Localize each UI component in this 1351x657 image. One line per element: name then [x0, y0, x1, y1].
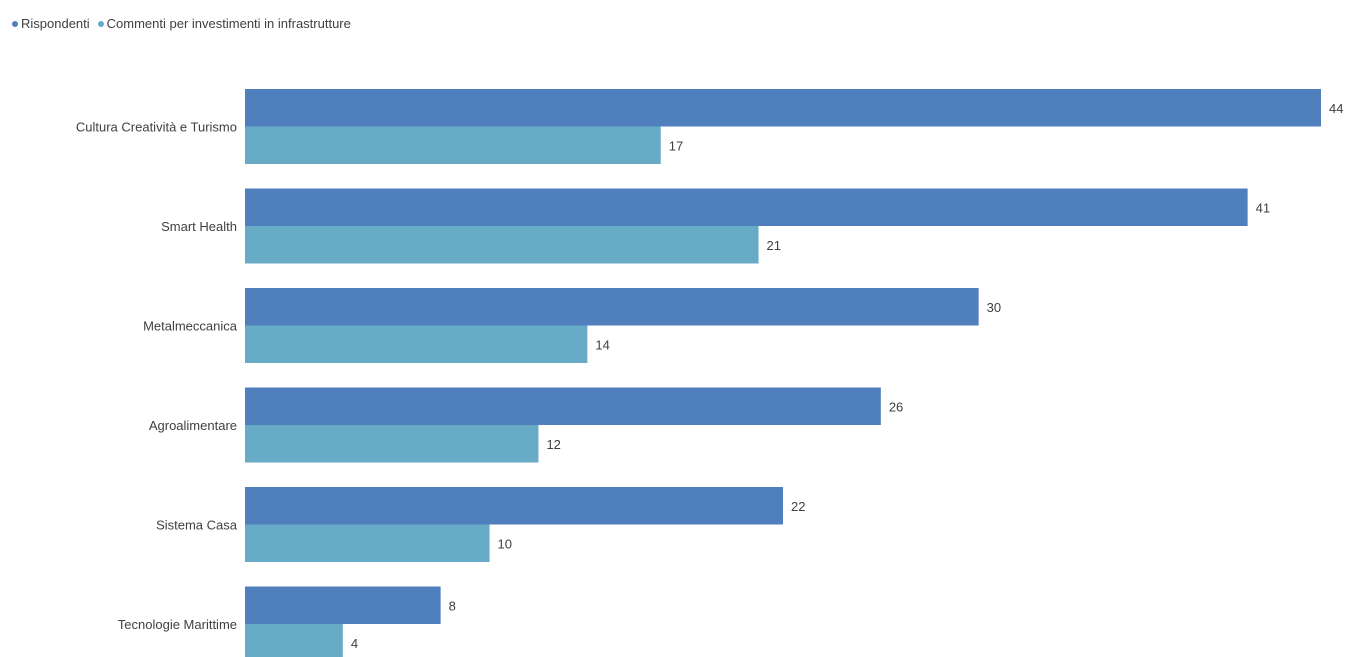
- bar-rispondenti: [245, 487, 783, 525]
- data-label: 4: [351, 636, 358, 651]
- category-label: Smart Health: [161, 219, 237, 234]
- chart-legend: Rispondenti Commenti per investimenti in…: [12, 15, 359, 33]
- bar-commenti: [245, 624, 343, 657]
- category-label: Cultura Creatività e Turismo: [76, 120, 237, 135]
- bar-commenti: [245, 425, 539, 463]
- category-label: Tecnologie Marittime: [118, 617, 237, 632]
- legend-item-rispondenti: Rispondenti: [12, 15, 90, 33]
- bar-commenti: [245, 325, 588, 363]
- data-label: 10: [498, 536, 512, 551]
- data-label: 17: [669, 138, 683, 153]
- legend-marker-rispondenti: [12, 21, 18, 27]
- legend-label-rispondenti: Rispondenti: [21, 16, 90, 31]
- bar-commenti: [245, 226, 759, 264]
- data-label: 12: [546, 437, 560, 452]
- legend-item-commenti: Commenti per investimenti in infrastrutt…: [97, 15, 351, 33]
- data-label: 22: [791, 499, 805, 514]
- bar-rispondenti: [245, 387, 881, 425]
- bar-rispondenti: [245, 288, 979, 326]
- legend-label-commenti: Commenti per investimenti in infrastrutt…: [106, 16, 351, 31]
- category-label: Agroalimentare: [149, 418, 237, 433]
- legend-marker-commenti: [97, 21, 104, 27]
- bar-rispondenti: [245, 188, 1248, 226]
- data-label: 44: [1329, 101, 1343, 116]
- data-label: 30: [987, 300, 1001, 315]
- bar-rispondenti: [245, 89, 1321, 127]
- bar-commenti: [245, 524, 490, 562]
- bar-rispondenti: [245, 586, 441, 624]
- data-label: 14: [595, 337, 609, 352]
- data-label: 26: [889, 399, 903, 414]
- data-label: 21: [767, 238, 781, 253]
- data-label: 8: [449, 598, 456, 613]
- category-label: Metalmeccanica: [143, 319, 238, 334]
- category-label: Sistema Casa: [156, 518, 238, 533]
- data-label: 41: [1256, 200, 1270, 215]
- bar-commenti: [245, 126, 661, 164]
